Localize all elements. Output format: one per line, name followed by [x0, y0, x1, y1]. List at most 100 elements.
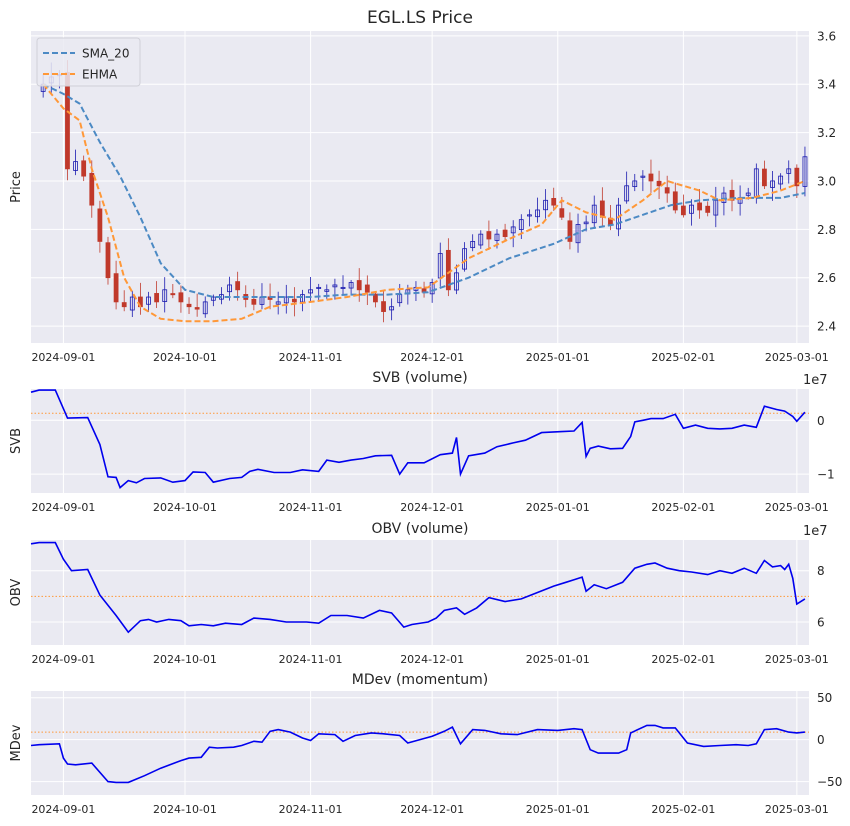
- chart-panel-2: 2024-09-01 2024-10-01 2024-11-01 2024-12-01…: [9, 370, 835, 514]
- candle-body: [210, 296, 216, 301]
- chart-title: EGL.LS Price: [367, 8, 473, 28]
- x-tick-label: 2025-03-01: [765, 803, 829, 816]
- x-tick-label: 2024-12-01: [400, 351, 464, 364]
- candle-body: [275, 301, 281, 305]
- legend-label: EHMA: [82, 68, 118, 82]
- y-tick-label: 3.0: [817, 174, 836, 188]
- candle-body: [705, 205, 711, 213]
- candle-body: [97, 208, 103, 242]
- candle-body: [486, 231, 492, 240]
- x-tick-label: 2024-12-01: [400, 803, 464, 816]
- candle-body: [567, 220, 573, 242]
- candle-body: [170, 293, 176, 296]
- candle-body: [762, 168, 767, 187]
- candle-body: [227, 284, 232, 293]
- x-tick-label: 2024-11-01: [279, 803, 343, 816]
- x-tick-label: 2024-09-01: [31, 803, 95, 816]
- candle-body: [583, 221, 589, 225]
- y-tick-label: 2.4: [817, 320, 836, 334]
- x-tick-label: 2024-11-01: [279, 351, 343, 364]
- y-tick-label: −1: [817, 468, 835, 482]
- candle-body: [624, 185, 630, 202]
- candle-body: [73, 161, 78, 171]
- y-tick-label: 2.6: [817, 271, 836, 285]
- y-tick-label: 50: [817, 691, 832, 705]
- x-tick-label: 2025-03-01: [765, 351, 829, 364]
- candle-body: [113, 273, 119, 303]
- candle-body: [65, 72, 70, 170]
- candle-body: [778, 175, 784, 185]
- candle-body: [308, 289, 313, 294]
- candle-body: [194, 307, 200, 310]
- candle-body: [664, 187, 670, 194]
- candle-body: [656, 180, 662, 187]
- candle-body: [81, 160, 87, 177]
- candle-body: [251, 298, 257, 305]
- candle-body: [146, 296, 151, 305]
- panel-title: MDev (momentum): [352, 672, 488, 688]
- chart-panel-1: 2024-09-01 2024-10-01 2024-11-01 2024-12-01…: [9, 8, 836, 364]
- axis-offset-text: 1e7: [803, 524, 828, 539]
- plot-area: [31, 31, 809, 343]
- x-tick-label: 2024-10-01: [153, 501, 217, 514]
- x-tick-label: 2025-02-01: [651, 501, 715, 514]
- candle-body: [680, 205, 686, 216]
- x-tick-label: 2025-01-01: [526, 501, 590, 514]
- y-tick-label: 2.8: [817, 223, 836, 237]
- candle-body: [202, 301, 208, 315]
- candle-body: [389, 306, 395, 311]
- candle-body: [186, 303, 192, 308]
- candle-body: [518, 219, 524, 230]
- candle-body: [462, 248, 467, 270]
- candle-body: [129, 296, 135, 311]
- candle-body: [802, 156, 808, 187]
- candle-body: [89, 172, 95, 206]
- candle-body: [332, 284, 338, 288]
- x-tick-label: 2024-12-01: [400, 501, 464, 514]
- y-axis-label: SVB: [9, 428, 24, 454]
- x-tick-label: 2025-02-01: [651, 803, 715, 816]
- axis-offset-text: 1e7: [803, 373, 828, 388]
- candle-body: [672, 191, 678, 211]
- candle-body: [494, 233, 500, 241]
- y-tick-label: 3.4: [817, 78, 836, 92]
- candle-body: [121, 302, 127, 308]
- candle-body: [794, 167, 800, 187]
- x-tick-label: 2025-02-01: [651, 653, 715, 666]
- x-tick-label: 2024-10-01: [153, 653, 217, 666]
- x-tick-label: 2024-10-01: [153, 351, 217, 364]
- candle-body: [745, 192, 751, 196]
- series-line-ehma: [42, 83, 806, 323]
- y-tick-label: −50: [817, 775, 842, 789]
- y-tick-label: 0: [817, 414, 825, 428]
- x-tick-label: 2025-01-01: [526, 351, 590, 364]
- x-tick-label: 2025-02-01: [651, 351, 715, 364]
- x-tick-label: 2025-01-01: [526, 653, 590, 666]
- x-tick-label: 2025-03-01: [765, 653, 829, 666]
- candle-body: [551, 198, 557, 206]
- x-tick-label: 2024-10-01: [153, 803, 217, 816]
- candle-body: [154, 293, 160, 303]
- x-tick-label: 2024-09-01: [31, 351, 95, 364]
- y-axis-label: MDev: [9, 724, 24, 761]
- candle-body: [324, 289, 330, 292]
- candle-body: [632, 180, 638, 188]
- candle-body: [316, 286, 322, 289]
- y-tick-label: 6: [817, 615, 825, 629]
- candle-body: [162, 289, 168, 302]
- candle-body: [770, 180, 775, 188]
- candle-body: [559, 208, 565, 218]
- x-tick-label: 2024-09-01: [31, 653, 95, 666]
- y-tick-label: 3.6: [817, 29, 836, 43]
- candles: [40, 60, 808, 323]
- candle-body: [640, 175, 646, 178]
- y-tick-label: 3.2: [817, 126, 836, 140]
- y-axis-label: OBV: [9, 579, 24, 607]
- x-tick-label: 2024-11-01: [279, 501, 343, 514]
- candle-body: [348, 282, 354, 289]
- candle-body: [502, 229, 508, 237]
- candle-body: [599, 200, 605, 218]
- candle-body: [535, 209, 540, 218]
- candle-body: [689, 204, 694, 214]
